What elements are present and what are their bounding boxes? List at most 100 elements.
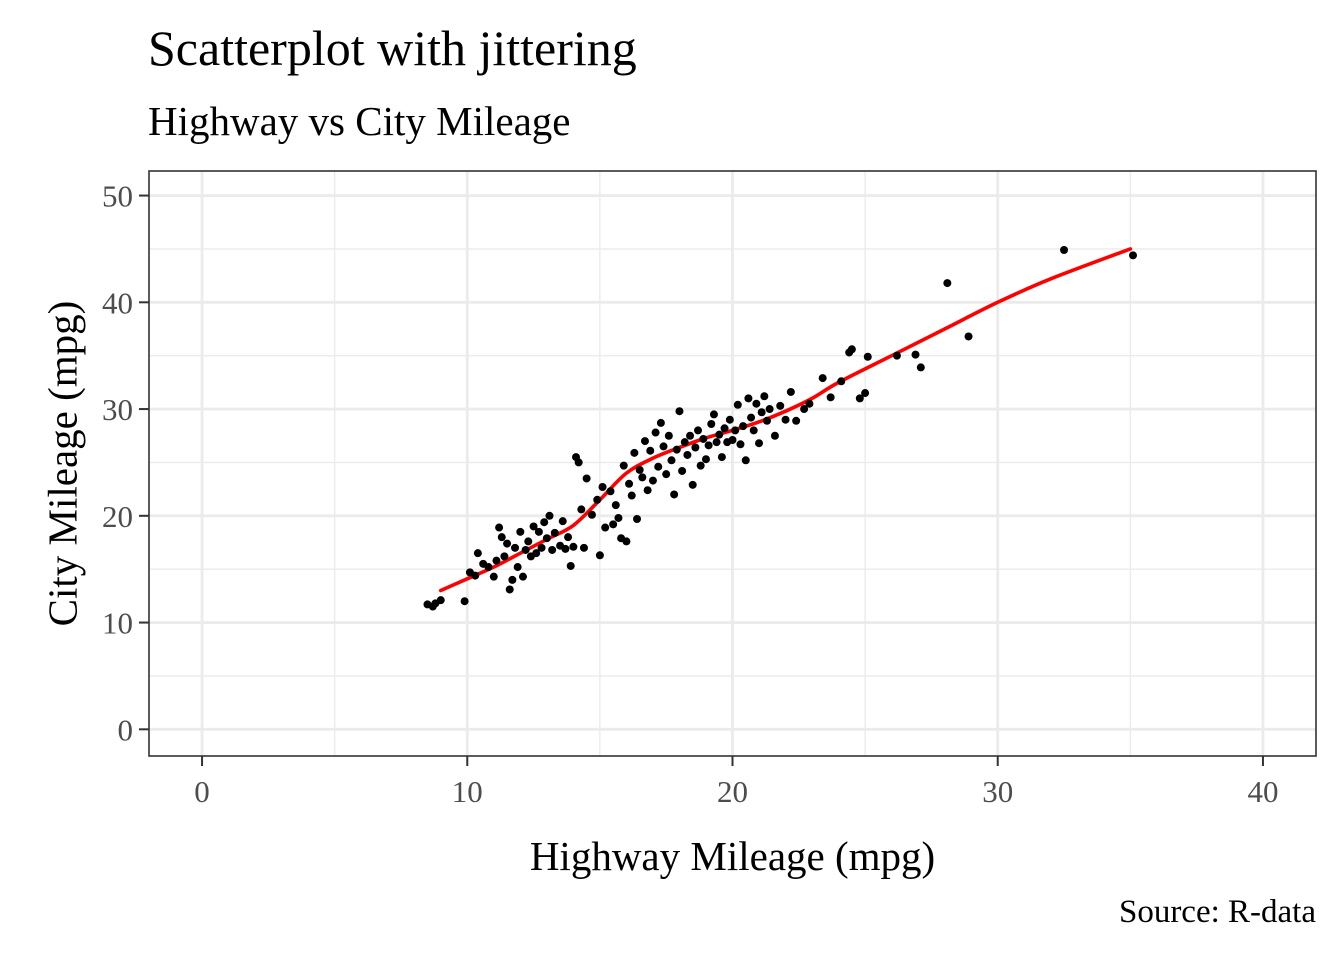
x-tick-label: 20 bbox=[717, 774, 748, 809]
data-point bbox=[744, 394, 753, 403]
data-point bbox=[662, 470, 671, 479]
data-point bbox=[818, 374, 827, 383]
data-point bbox=[760, 392, 769, 401]
data-point bbox=[646, 446, 655, 455]
data-point bbox=[701, 455, 710, 464]
x-tick-label: 30 bbox=[982, 774, 1013, 809]
data-point bbox=[781, 415, 790, 424]
data-point bbox=[577, 505, 586, 514]
data-point bbox=[863, 352, 872, 361]
data-point bbox=[892, 351, 901, 360]
data-point bbox=[537, 543, 546, 552]
data-point bbox=[630, 448, 639, 457]
data-point bbox=[513, 563, 522, 572]
data-point bbox=[728, 436, 737, 445]
chart-title: Scatterplot with jittering bbox=[148, 20, 637, 76]
data-point bbox=[598, 482, 607, 491]
data-point bbox=[736, 440, 745, 449]
data-point bbox=[805, 399, 814, 408]
data-point bbox=[569, 542, 578, 551]
data-point bbox=[492, 556, 501, 565]
y-tick-label: 40 bbox=[102, 285, 133, 320]
data-point bbox=[765, 405, 774, 414]
data-point bbox=[762, 416, 771, 425]
data-point bbox=[495, 523, 504, 532]
data-point bbox=[749, 426, 758, 435]
data-point bbox=[606, 487, 615, 496]
data-point bbox=[548, 545, 557, 554]
data-point bbox=[837, 377, 846, 386]
data-point bbox=[861, 389, 870, 398]
data-point bbox=[564, 533, 573, 542]
data-point bbox=[595, 551, 604, 560]
data-point bbox=[752, 399, 761, 408]
data-point bbox=[471, 571, 480, 580]
data-point bbox=[675, 407, 684, 416]
data-point bbox=[633, 515, 642, 524]
data-point bbox=[686, 431, 695, 440]
data-point bbox=[473, 549, 482, 558]
data-point bbox=[574, 458, 583, 467]
data-point bbox=[601, 523, 610, 532]
y-tick-label: 10 bbox=[102, 606, 133, 641]
data-point bbox=[550, 528, 559, 537]
data-point bbox=[680, 438, 689, 447]
data-point bbox=[582, 474, 591, 483]
data-point bbox=[964, 332, 973, 341]
data-point bbox=[656, 418, 665, 427]
data-point bbox=[776, 401, 785, 410]
data-point bbox=[566, 561, 575, 570]
data-point bbox=[640, 437, 649, 446]
data-point bbox=[659, 442, 668, 451]
data-point bbox=[664, 431, 673, 440]
data-point bbox=[579, 543, 588, 552]
data-point bbox=[757, 408, 766, 417]
data-point bbox=[627, 491, 636, 500]
data-point bbox=[561, 544, 570, 553]
y-axis-title: City Mileage (mpg) bbox=[39, 301, 85, 627]
data-point bbox=[715, 430, 724, 439]
data-point bbox=[725, 415, 734, 424]
data-point bbox=[518, 572, 527, 581]
data-point bbox=[503, 539, 512, 548]
data-point bbox=[516, 527, 525, 536]
data-point bbox=[717, 453, 726, 462]
x-tick-label: 0 bbox=[194, 774, 210, 809]
data-point bbox=[667, 456, 676, 465]
data-point bbox=[611, 501, 620, 510]
data-point bbox=[643, 486, 652, 495]
data-point bbox=[747, 413, 756, 422]
chart-subtitle: Highway vs City Mileage bbox=[148, 98, 571, 144]
data-point bbox=[532, 549, 541, 558]
data-point bbox=[847, 345, 856, 354]
data-point bbox=[651, 428, 660, 437]
data-point bbox=[911, 350, 920, 359]
data-point bbox=[614, 513, 623, 522]
data-point bbox=[542, 534, 551, 543]
data-point bbox=[855, 394, 864, 403]
data-point bbox=[694, 426, 703, 435]
data-point bbox=[712, 438, 721, 447]
data-point bbox=[691, 443, 700, 452]
data-point bbox=[587, 510, 596, 519]
data-point bbox=[609, 520, 618, 529]
x-tick-label: 40 bbox=[1247, 774, 1278, 809]
data-point bbox=[720, 424, 729, 433]
data-point bbox=[670, 490, 679, 499]
data-point bbox=[672, 445, 681, 454]
data-point bbox=[622, 537, 631, 546]
data-point bbox=[625, 479, 634, 488]
data-point bbox=[739, 422, 748, 431]
grid-major bbox=[149, 171, 1316, 756]
data-point bbox=[733, 400, 742, 409]
data-point bbox=[792, 416, 801, 425]
data-point bbox=[460, 597, 469, 606]
data-point bbox=[500, 552, 509, 561]
data-point bbox=[484, 563, 493, 572]
data-point bbox=[545, 511, 554, 520]
data-point bbox=[534, 527, 543, 536]
data-point bbox=[508, 575, 517, 584]
data-point bbox=[683, 450, 692, 459]
data-point bbox=[619, 461, 628, 470]
data-point bbox=[800, 405, 809, 414]
